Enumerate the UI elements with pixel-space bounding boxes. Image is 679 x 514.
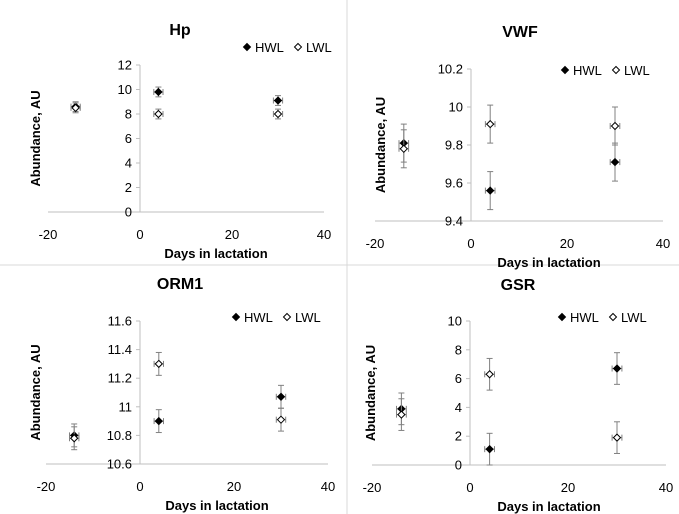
data-point-lwl (399, 144, 409, 154)
data-point-hwl (612, 364, 622, 373)
y-tick-label: 11 (119, 399, 133, 414)
chart-title: ORM1 (157, 276, 203, 293)
y-tick-label: 9.8 (445, 138, 463, 153)
y-tick-label: 10 (118, 82, 132, 97)
data-point-hwl (485, 444, 494, 454)
x-tick-label: 20 (225, 227, 239, 242)
x-tick-label: -20 (363, 480, 382, 495)
data-point-lwl (154, 109, 163, 119)
y-axis-label: Abundance, AU (28, 344, 43, 440)
legend-label-lwl: LWL (295, 310, 321, 325)
legend-marker-lwl (293, 42, 303, 52)
y-tick-label: 0 (455, 458, 462, 473)
legend-marker-hwl (560, 65, 570, 75)
data-point-lwl (485, 370, 494, 379)
data-point-lwl (273, 109, 283, 119)
x-tick-label: 40 (321, 479, 335, 494)
legend-marker-hwl (231, 312, 241, 322)
y-axis-label: Abundance, AU (363, 345, 378, 441)
y-tick-label: 10 (448, 314, 462, 329)
y-tick-label: 0 (125, 205, 132, 220)
y-tick-label: 8 (125, 107, 132, 122)
legend-marker-lwl (608, 312, 618, 322)
y-tick-label: 9.4 (445, 214, 463, 229)
y-tick-label: 2 (455, 429, 462, 444)
y-axis-label: Abundance, AU (28, 90, 43, 186)
legend-label-hwl: HWL (244, 310, 273, 325)
y-tick-label: 9.6 (445, 176, 463, 191)
x-axis-label: Days in lactation (497, 255, 600, 270)
legend-marker-hwl (557, 312, 567, 322)
chart-title: Hp (169, 22, 191, 39)
x-tick-label: 0 (136, 227, 143, 242)
y-tick-label: 4 (455, 400, 462, 415)
x-tick-label: 20 (560, 236, 574, 251)
y-tick-label: 10.2 (438, 62, 463, 77)
x-tick-label: 0 (136, 479, 143, 494)
data-point-lwl (485, 119, 495, 129)
x-tick-label: 0 (466, 480, 473, 495)
x-tick-label: -20 (37, 479, 56, 494)
y-tick-label: 11.6 (108, 314, 132, 329)
y-axis-label: Abundance, AU (373, 97, 388, 193)
x-tick-label: 0 (467, 236, 474, 251)
data-point-lwl (276, 415, 286, 424)
data-point-lwl (69, 434, 79, 443)
y-tick-label: 6 (125, 131, 132, 146)
legend-label-hwl: HWL (573, 63, 602, 78)
y-tick-label: 11.2 (108, 371, 132, 386)
y-tick-label: 12 (118, 58, 132, 73)
legend-marker-lwl (611, 65, 621, 75)
x-tick-label: 20 (227, 479, 241, 494)
data-point-lwl (610, 121, 620, 131)
legend-label-hwl: HWL (255, 40, 284, 55)
data-point-hwl (276, 392, 286, 401)
legend-label-lwl: LWL (306, 40, 332, 55)
data-point-hwl (154, 87, 163, 97)
data-point-lwl (71, 103, 80, 113)
x-axis-label: Days in lactation (497, 499, 600, 514)
legend-label-lwl: LWL (621, 310, 647, 325)
y-tick-label: 2 (125, 180, 132, 195)
x-tick-label: -20 (366, 236, 385, 251)
data-point-lwl (154, 359, 164, 369)
y-tick-label: 10.6 (107, 457, 132, 472)
x-axis-label: Days in lactation (165, 498, 268, 513)
y-tick-label: 10 (449, 100, 463, 115)
y-tick-label: 4 (125, 156, 132, 171)
x-tick-label: 20 (561, 480, 575, 495)
y-tick-label: 11.4 (108, 342, 132, 357)
y-tick-label: 6 (455, 371, 462, 386)
data-point-lwl (397, 410, 406, 419)
chart-title: VWF (502, 24, 538, 41)
y-tick-label: 10.8 (107, 428, 132, 443)
x-tick-label: 40 (656, 236, 670, 251)
data-point-hwl (273, 96, 283, 105)
legend-marker-lwl (282, 312, 292, 322)
data-point-lwl (612, 433, 622, 442)
x-tick-label: -20 (39, 227, 58, 242)
data-point-hwl (610, 157, 620, 167)
x-axis-label: Days in lactation (164, 246, 267, 261)
legend-label-lwl: LWL (624, 63, 650, 78)
data-point-hwl (154, 416, 164, 426)
legend-marker-hwl (242, 42, 252, 52)
data-point-hwl (485, 186, 495, 195)
x-tick-label: 40 (659, 480, 673, 495)
chart-title: GSR (501, 277, 536, 294)
legend-label-hwl: HWL (570, 310, 599, 325)
x-tick-label: 40 (317, 227, 331, 242)
y-tick-label: 8 (455, 342, 462, 357)
